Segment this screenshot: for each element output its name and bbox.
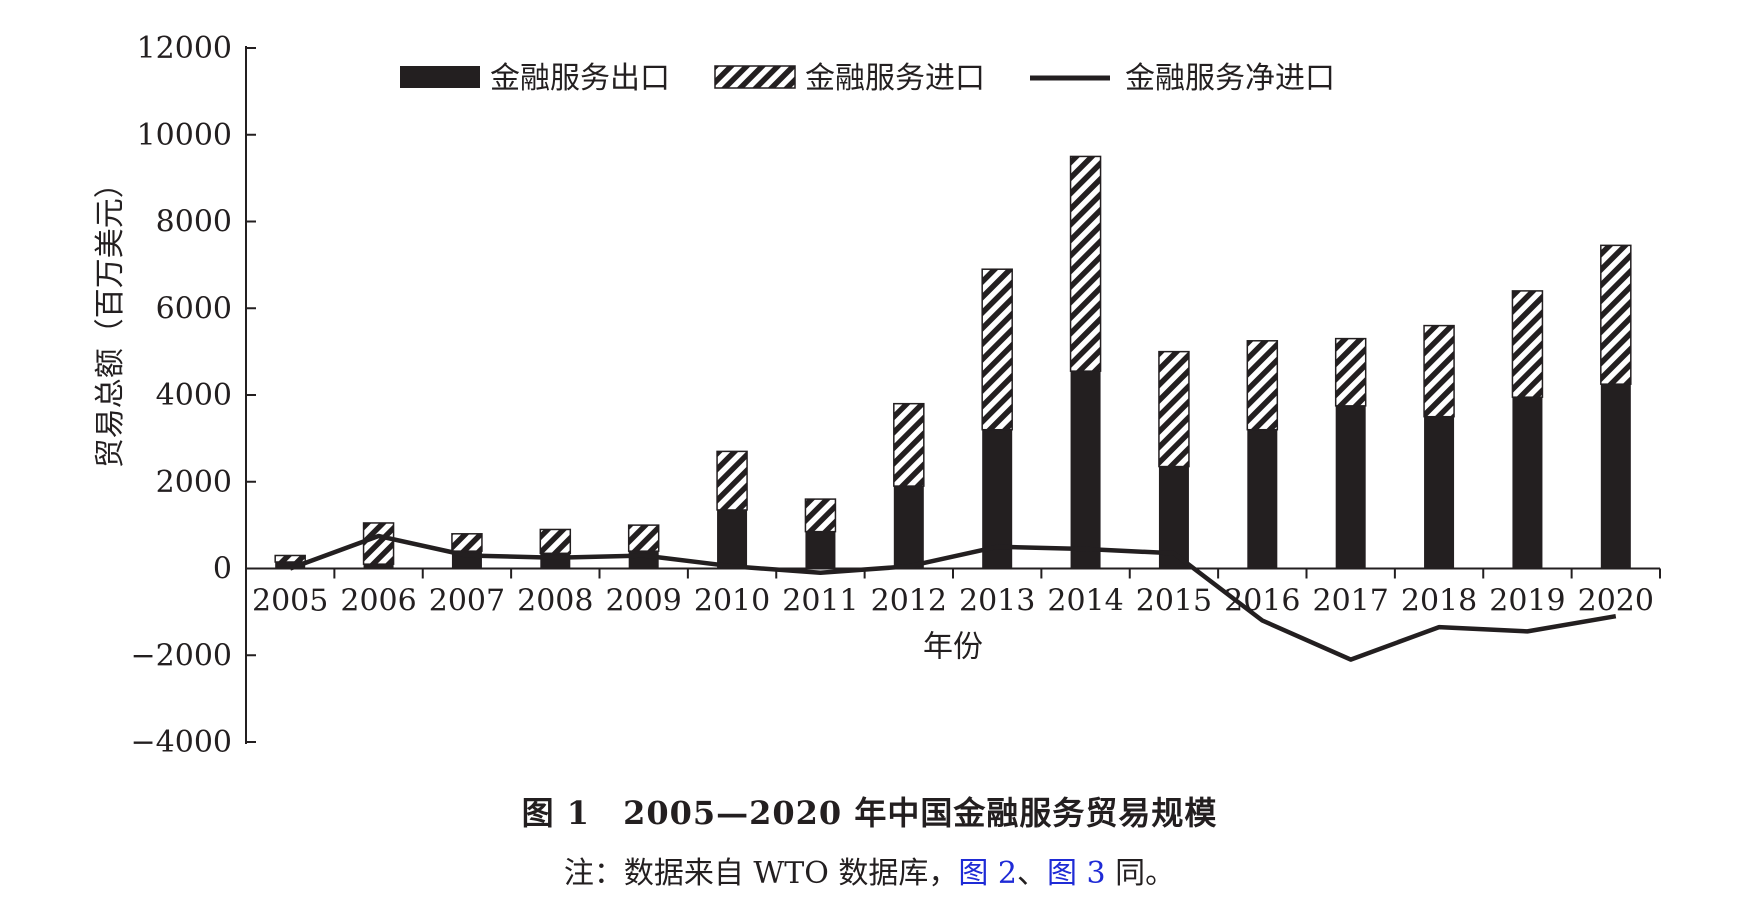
x-tick-label-2018: 2018 (1401, 584, 1477, 619)
y-tick-label: 6000 (156, 291, 232, 326)
y-tick-label: 0 (213, 552, 232, 587)
x-tick-label-2019: 2019 (1489, 584, 1565, 619)
x-tick-label-2009: 2009 (606, 584, 682, 619)
figure-3-link[interactable]: 图 3 (1046, 856, 1106, 891)
x-tick-label-2006: 2006 (340, 584, 416, 619)
legend-label-import: 金融服务进口 (805, 61, 985, 96)
y-tick-label: 2000 (156, 465, 232, 500)
x-tick-label-2013: 2013 (959, 584, 1035, 619)
legend-label-export: 金融服务出口 (490, 61, 670, 96)
bar-import-2020 (1600, 244, 1632, 385)
bar-import-2008 (539, 528, 572, 555)
bar-export-2020 (1600, 384, 1631, 569)
bar-import-2010 (716, 450, 748, 511)
bar-export-2019 (1512, 397, 1543, 569)
bar-import-2005 (274, 554, 306, 563)
x-tick-label-2015: 2015 (1136, 584, 1212, 619)
legend-label-net: 金融服务净进口 (1125, 61, 1335, 96)
y-tick-label: −4000 (131, 725, 232, 760)
x-tick-label-2020: 2020 (1578, 584, 1654, 619)
axes-layer: 12000 10000 8000 6000 4000 2000 0 −2000 −4000 200… (93, 31, 1661, 760)
figure-note: 注：数据来自 WTO 数据库，图 2、图 3 同。 (0, 848, 1739, 892)
bar-import-2012 (893, 402, 925, 487)
x-axis-title: 年份 (923, 630, 983, 665)
bar-export-2005 (275, 561, 306, 569)
legend-swatch-import (714, 65, 796, 89)
series-line-net-import (289, 533, 1617, 662)
bar-export-2018 (1424, 416, 1455, 569)
x-tick-label-2014: 2014 (1047, 584, 1123, 619)
figure-caption: 图 1 2005—2020 年中国金融服务贸易规模 (521, 794, 1218, 832)
note-suffix: 同。 (1105, 856, 1176, 891)
legend: 金融服务出口 金融服务进口 金融服务净进口 (400, 61, 1335, 96)
chart: 12000 10000 8000 6000 4000 2000 0 −2000 −4000 200… (93, 31, 1661, 760)
bars-layer (274, 155, 1632, 569)
figure-2-link[interactable]: 图 2 (958, 856, 1017, 891)
y-tick-label: 4000 (156, 378, 232, 413)
y-tick-label: −2000 (131, 638, 232, 673)
bar-import-2015 (1158, 350, 1190, 468)
line-layer (289, 533, 1617, 662)
bar-export-2010 (717, 509, 748, 569)
bar-import-2009 (627, 524, 660, 552)
bar-import-2018 (1423, 324, 1455, 418)
bar-import-2013 (981, 268, 1013, 431)
bar-import-2016 (1246, 340, 1279, 431)
bar-export-2011 (805, 531, 836, 569)
legend-swatch-export (400, 66, 480, 88)
note-separator: 、 (1016, 856, 1047, 891)
x-tick-label-2017: 2017 (1313, 584, 1389, 619)
x-tick-label-2007: 2007 (429, 584, 505, 619)
bar-export-2016 (1247, 429, 1278, 569)
x-tick-label-2011: 2011 (782, 584, 858, 619)
bar-import-2017 (1334, 337, 1367, 407)
x-tick-label-2010: 2010 (694, 584, 770, 619)
x-tick-label-2005: 2005 (252, 584, 328, 619)
bar-import-2011 (804, 498, 837, 533)
bar-export-2012 (893, 486, 924, 569)
chart-svg: 12000 10000 8000 6000 4000 2000 0 −2000 −4000 200… (93, 31, 1661, 760)
y-tick-label: 8000 (156, 205, 232, 240)
bar-export-2017 (1335, 405, 1366, 569)
bar-import-2014 (1069, 155, 1102, 372)
bar-export-2006 (363, 564, 394, 569)
note-text: 注：数据来自 WTO 数据库， (563, 856, 959, 891)
bar-import-2019 (1511, 290, 1544, 398)
x-tick-label-2016: 2016 (1224, 584, 1300, 619)
y-tick-label: 12000 (137, 31, 232, 66)
y-tick-label: 10000 (137, 118, 232, 153)
bar-export-2014 (1070, 371, 1101, 569)
bar-import-2007 (451, 533, 483, 552)
y-axis-title: 贸易总额（百万美元） (93, 168, 128, 468)
bar-import-2006 (362, 522, 395, 565)
x-tick-label-2008: 2008 (517, 584, 593, 619)
x-tick-label-2012: 2012 (871, 584, 947, 619)
